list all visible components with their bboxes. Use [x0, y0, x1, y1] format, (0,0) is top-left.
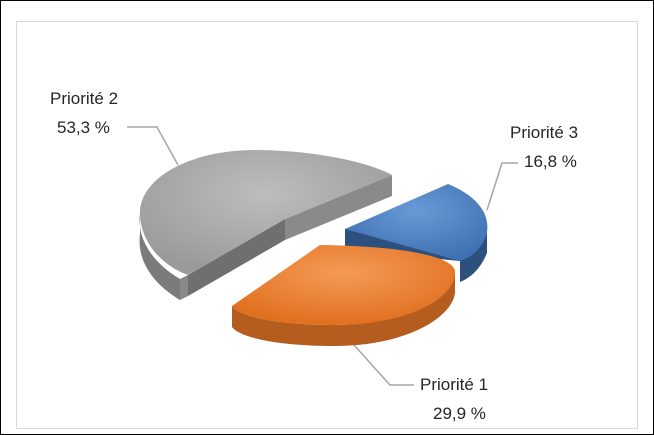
- label-priorite-3-value: 16,8 %: [524, 152, 577, 171]
- leader-line-priorite-2: [127, 126, 179, 166]
- label-priorite-3-name: Priorité 3: [510, 123, 578, 142]
- label-priorite-1-value: 29,9 %: [433, 404, 486, 423]
- slice-priorite-1-side: [232, 272, 455, 346]
- chart-area: [16, 21, 638, 429]
- label-priorite-1-name: Priorité 1: [420, 375, 488, 394]
- slice-priorite-2: [139, 150, 392, 300]
- slice-priorite-2-inner2: [188, 219, 285, 296]
- slice-priorite-2-top: [140, 150, 392, 275]
- label-priorite-2-name: Priorité 2: [50, 89, 118, 108]
- leader-line-priorite-1: [344, 334, 414, 386]
- leader-line-priorite-3: [486, 162, 518, 211]
- label-priorite-2-value: 53,3 %: [57, 118, 110, 137]
- slice-priorite-1: [232, 245, 455, 346]
- slice-priorite-2-side: [139, 213, 180, 300]
- slice-priorite-2-front: [180, 275, 188, 300]
- slice-priorite-1-top: [232, 245, 455, 325]
- slice-priorite-2-inner: [285, 175, 392, 240]
- slice-priorite-3-top: [345, 184, 488, 261]
